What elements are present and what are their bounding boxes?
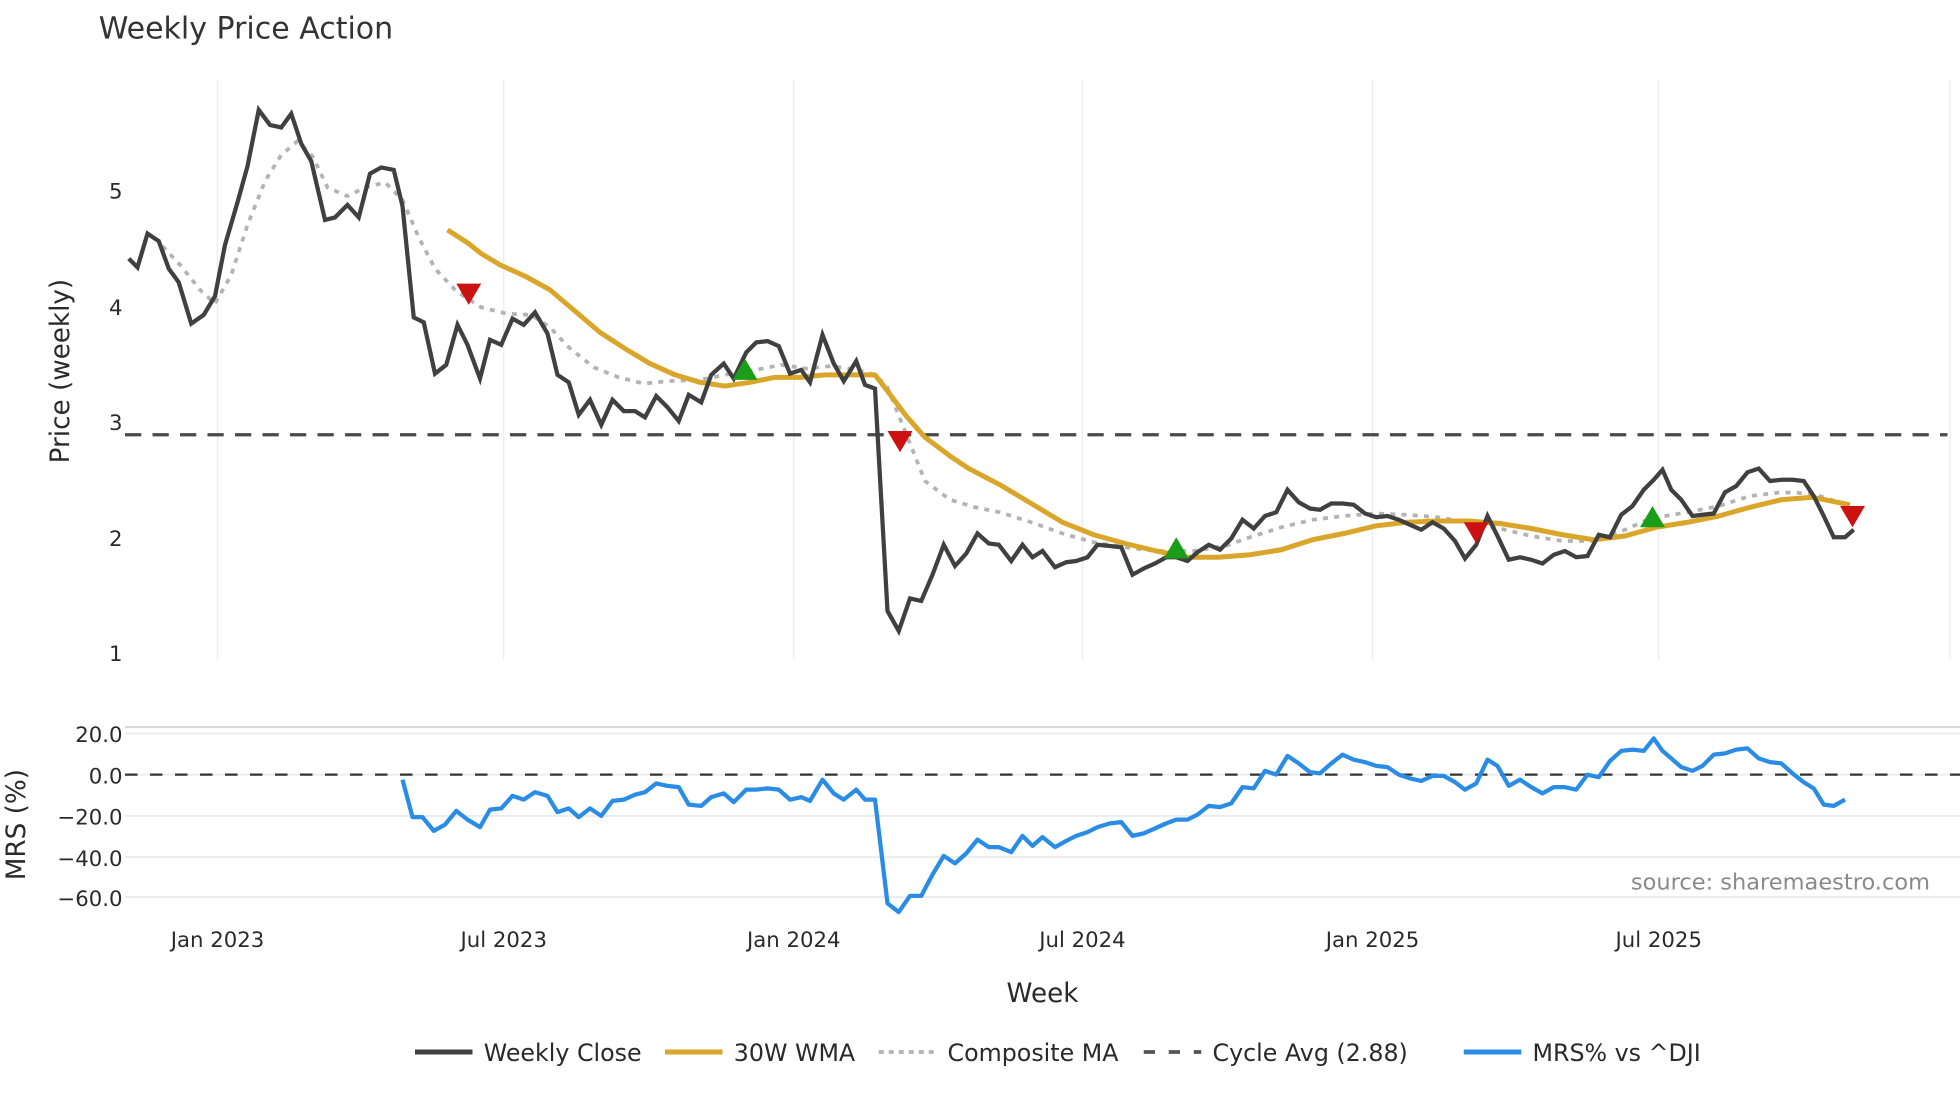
mrs-y-tick-label: 0.0 <box>89 764 123 789</box>
mrs-y-ticks: 20.0 0.0 −20.0 −40.0 −60.0 <box>57 723 122 912</box>
legend-item-cycle-avg[interactable]: Cycle Avg (2.88) <box>1143 1039 1408 1067</box>
legend-item-weekly-close[interactable]: Weekly Close <box>415 1039 642 1067</box>
wma-30w-line <box>446 227 1851 560</box>
signal-markers <box>456 283 1865 559</box>
source-attribution: source: sharemaestro.com <box>1631 870 1930 896</box>
price-y-tick-label: 5 <box>109 180 123 205</box>
x-tick-label: Jan 2023 <box>169 928 265 953</box>
mrs-y-tick-label: −60.0 <box>57 887 122 912</box>
legend-label-composite-ma: Composite MA <box>948 1039 1120 1067</box>
x-tick-label: Jan 2024 <box>745 928 841 953</box>
mrs-y-axis-title: MRS (%) <box>2 769 32 880</box>
x-tick-label: Jul 2023 <box>459 928 547 953</box>
buy-signal-triangle-icon <box>1640 506 1665 528</box>
legend-label-weekly-close: Weekly Close <box>484 1039 642 1067</box>
sell-signal-triangle-icon <box>1840 506 1865 528</box>
mrs-line <box>400 736 1847 915</box>
x-tick-label: Jan 2025 <box>1324 928 1420 953</box>
buy-signal-triangle-icon <box>732 358 758 380</box>
price-vertical-grid <box>216 79 1951 660</box>
legend-label-mrs: MRS% vs ^DJI <box>1533 1039 1701 1067</box>
x-tick-label: Jul 2024 <box>1037 928 1125 953</box>
price-y-tick-label: 2 <box>109 527 123 552</box>
buy-signal-triangle-icon <box>1163 537 1189 559</box>
price-y-tick-label: 4 <box>109 296 123 321</box>
x-axis-title: Week <box>1007 979 1080 1009</box>
price-y-axis-title: Price (weekly) <box>46 279 76 464</box>
weekly-close-line <box>127 104 1856 637</box>
sell-signal-triangle-icon <box>887 431 913 453</box>
legend-label-cycle-avg: Cycle Avg (2.88) <box>1212 1039 1407 1067</box>
x-axis-ticks: Jan 2023 Jul 2023 Jan 2024 Jul 2024 Jan 2025… <box>169 928 1702 953</box>
price-y-tick-label: 1 <box>109 642 123 667</box>
x-tick-label: Jul 2025 <box>1614 928 1702 953</box>
mrs-y-tick-label: −20.0 <box>57 806 122 831</box>
legend-label-wma: 30W WMA <box>734 1039 856 1067</box>
sell-signal-triangle-icon <box>456 283 482 305</box>
mrs-y-tick-label: 20.0 <box>75 723 122 748</box>
legend-item-mrs[interactable]: MRS% vs ^DJI <box>1463 1039 1701 1067</box>
legend-item-wma[interactable]: 30W WMA <box>665 1039 856 1067</box>
price-y-ticks: 5 4 3 2 1 <box>109 180 123 667</box>
mrs-y-tick-label: −40.0 <box>57 847 122 872</box>
sell-signal-triangle-icon <box>1463 522 1489 544</box>
legend-item-composite-ma[interactable]: Composite MA <box>878 1039 1120 1067</box>
price-panel[interactable]: 5 4 3 2 1 Price (weekly) <box>46 79 1951 667</box>
chart-title: Weekly Price Action <box>99 12 393 47</box>
legend: Weekly Close 30W WMA Composite MA Cycle … <box>415 1039 1701 1067</box>
mrs-panel[interactable]: 20.0 0.0 −20.0 −40.0 −60.0 MRS (%) source: s… <box>2 723 1960 915</box>
price-y-tick-label: 3 <box>109 411 123 436</box>
